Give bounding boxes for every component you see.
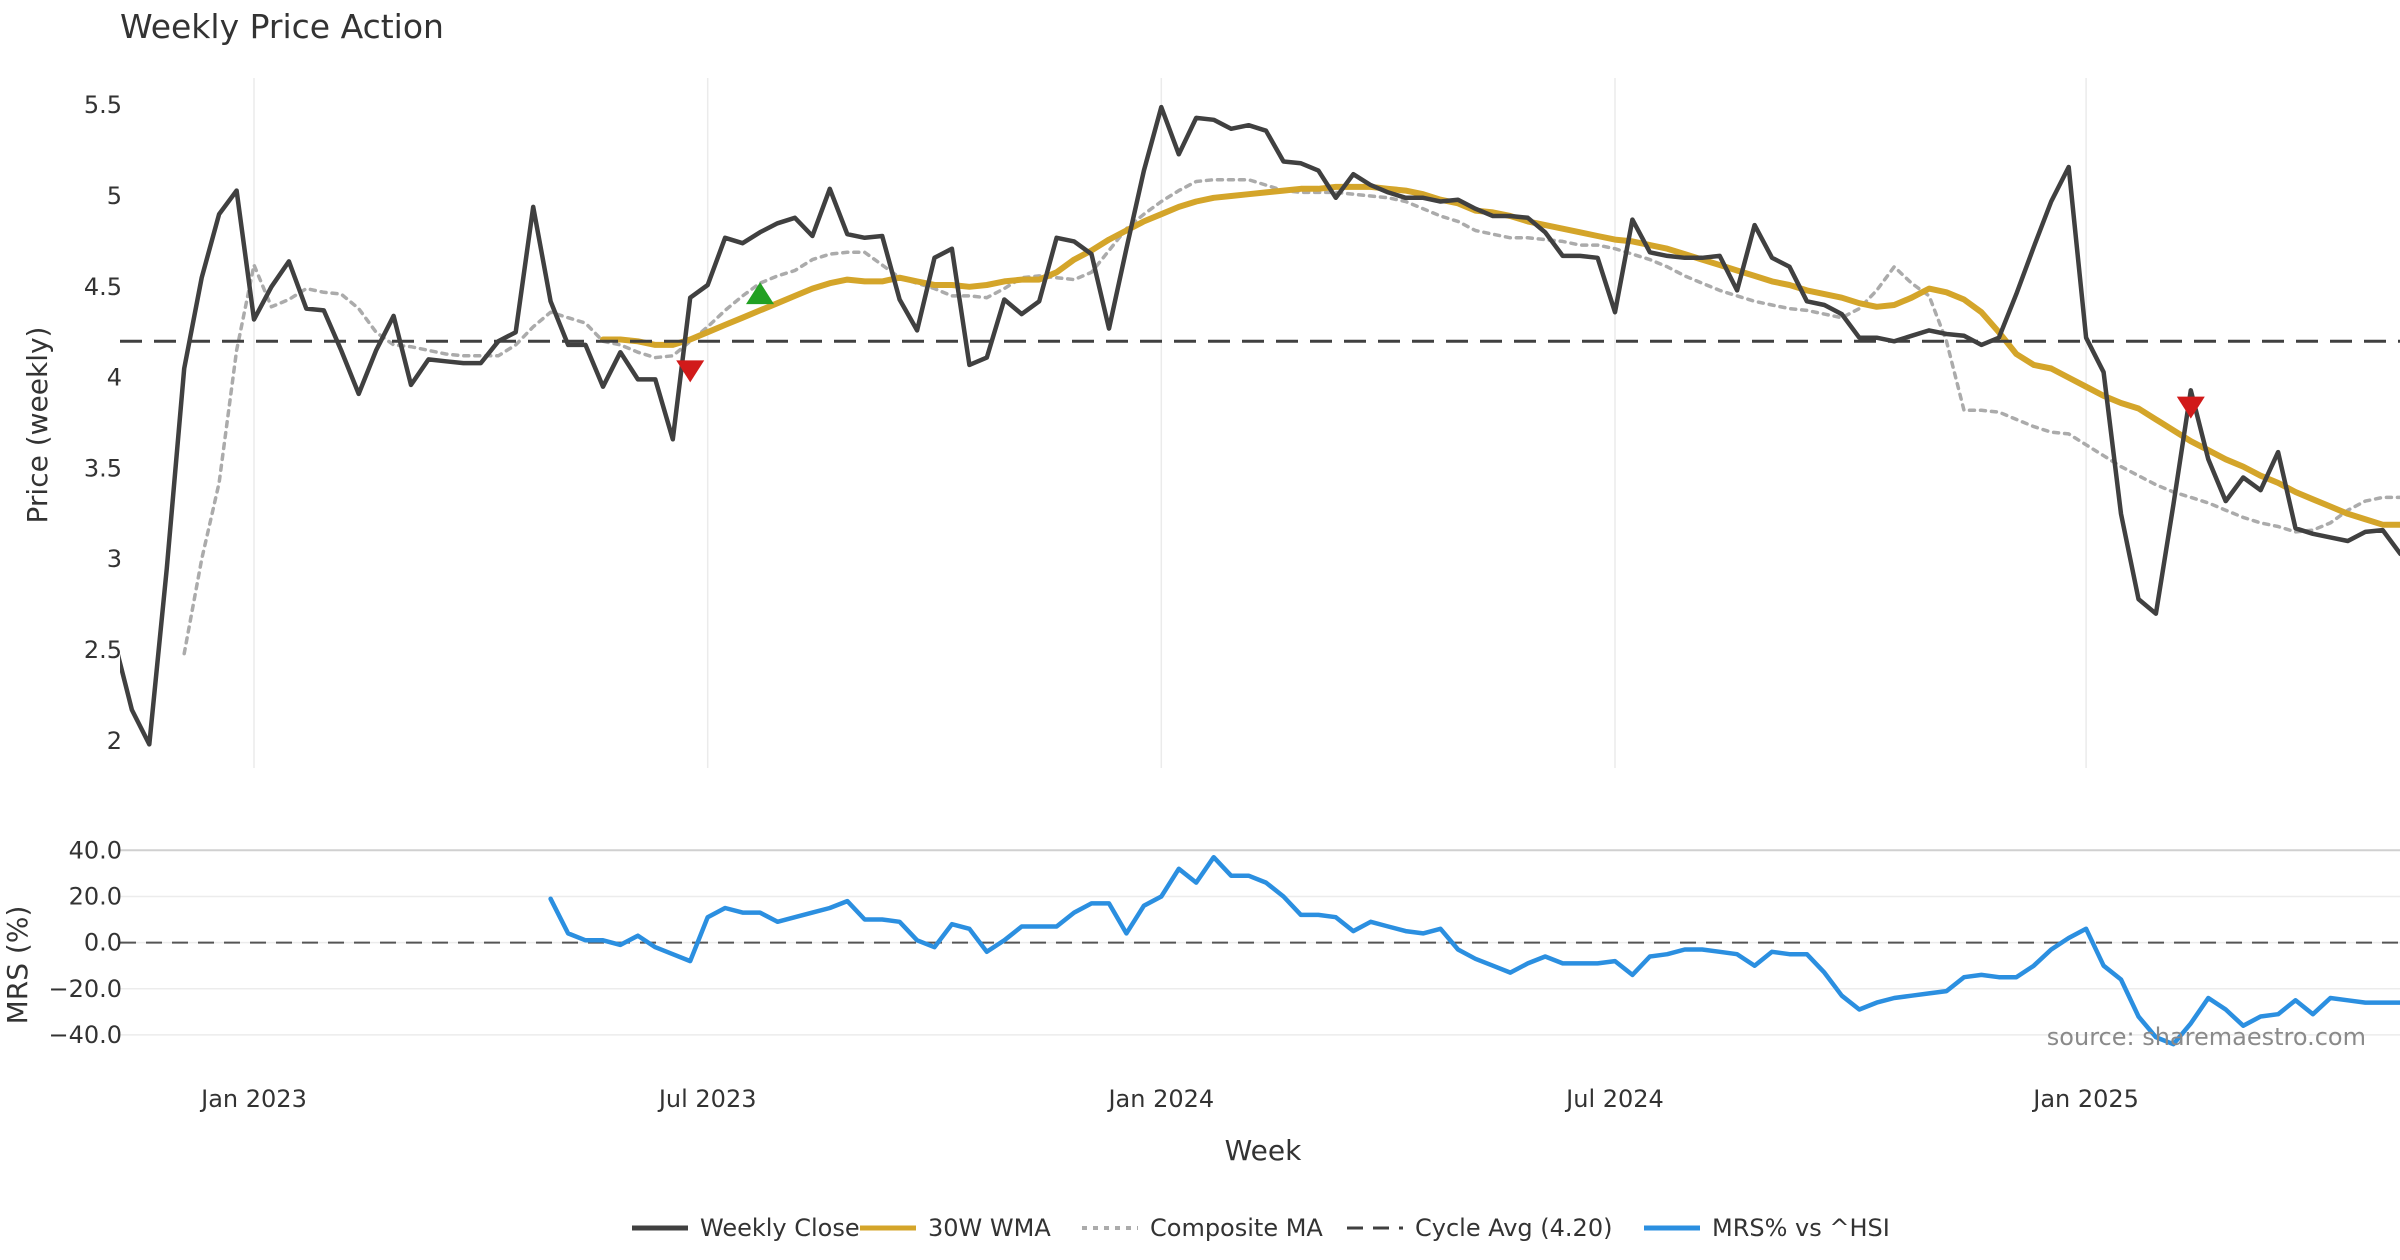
composite-ma-line xyxy=(182,177,2400,656)
legend-label: 30W WMA xyxy=(928,1214,1051,1242)
buy-signal-marker xyxy=(746,282,775,305)
x-tick-label: Jan 2024 xyxy=(1106,1085,1214,1113)
price-panel-grid xyxy=(253,78,2087,768)
legend-label: Cycle Avg (4.20) xyxy=(1415,1214,1612,1242)
x-axis: Jan 2023 Jul 2023 Jan 2024 Jul 2024 Jan 2025… xyxy=(199,1085,2139,1113)
x-tick-label: Jan 2025 xyxy=(2031,1085,2139,1113)
price-y-tick-label: 5 xyxy=(107,182,122,210)
legend-item: Composite MA xyxy=(1082,1214,1323,1242)
signal-markers xyxy=(676,282,2205,419)
source-note: source: sharemaestro.com xyxy=(2047,1023,2366,1051)
price-y-tick-label: 3 xyxy=(107,545,122,573)
price-y-tick-label: 2 xyxy=(107,727,122,755)
price-y-axis: 2 2.5 3 3.5 4 4.5 5 5.5 xyxy=(84,91,122,755)
mrs-y-tick-label: −20.0 xyxy=(48,975,122,1003)
price-series-group xyxy=(120,104,2400,747)
legend-label: MRS% vs ^HSI xyxy=(1712,1214,1890,1242)
price-y-tick-label: 4.5 xyxy=(84,273,122,301)
mrs-y-tick-label: 20.0 xyxy=(69,882,122,910)
price-y-tick-label: 5.5 xyxy=(84,91,122,119)
price-y-axis-title: Price (weekly) xyxy=(21,327,54,524)
legend: Weekly Close 30W WMA Composite MA Cycle Avg… xyxy=(632,1214,1890,1242)
legend-item: 30W WMA xyxy=(860,1214,1051,1242)
chart-title: Weekly Price Action xyxy=(120,7,444,46)
weekly-close-line xyxy=(120,104,2400,747)
mrs-y-tick-label: 0.0 xyxy=(84,929,122,957)
mrs-panel-grid xyxy=(120,849,2400,1036)
mrs-series-group xyxy=(548,854,2400,1047)
sell-signal-marker xyxy=(676,360,705,383)
legend-item: Cycle Avg (4.20) xyxy=(1347,1214,1612,1242)
sell-signal-marker xyxy=(2176,396,2205,419)
x-tick-label: Jul 2023 xyxy=(657,1085,757,1113)
price-y-tick-label: 2.5 xyxy=(84,636,122,664)
mrs-y-axis: 40.0 20.0 0.0 −20.0 −40.0 xyxy=(48,836,122,1049)
legend-label: Composite MA xyxy=(1150,1214,1323,1242)
legend-label: Weekly Close xyxy=(700,1214,860,1242)
legend-item: Weekly Close xyxy=(632,1214,860,1242)
mrs-y-tick-label: 40.0 xyxy=(69,836,122,864)
price-y-tick-label: 4 xyxy=(107,364,122,392)
x-tick-label: Jan 2023 xyxy=(199,1085,307,1113)
x-tick-label: Jul 2024 xyxy=(1564,1085,1664,1113)
mrs-line xyxy=(548,854,2400,1047)
legend-item: MRS% vs ^HSI xyxy=(1644,1214,1890,1242)
wma-30w-line xyxy=(600,183,2400,528)
mrs-y-tick-label: −40.0 xyxy=(48,1021,122,1049)
mrs-y-axis-title: MRS (%) xyxy=(1,906,34,1025)
price-y-tick-label: 3.5 xyxy=(84,454,122,482)
x-axis-title: Week xyxy=(1225,1134,1302,1167)
